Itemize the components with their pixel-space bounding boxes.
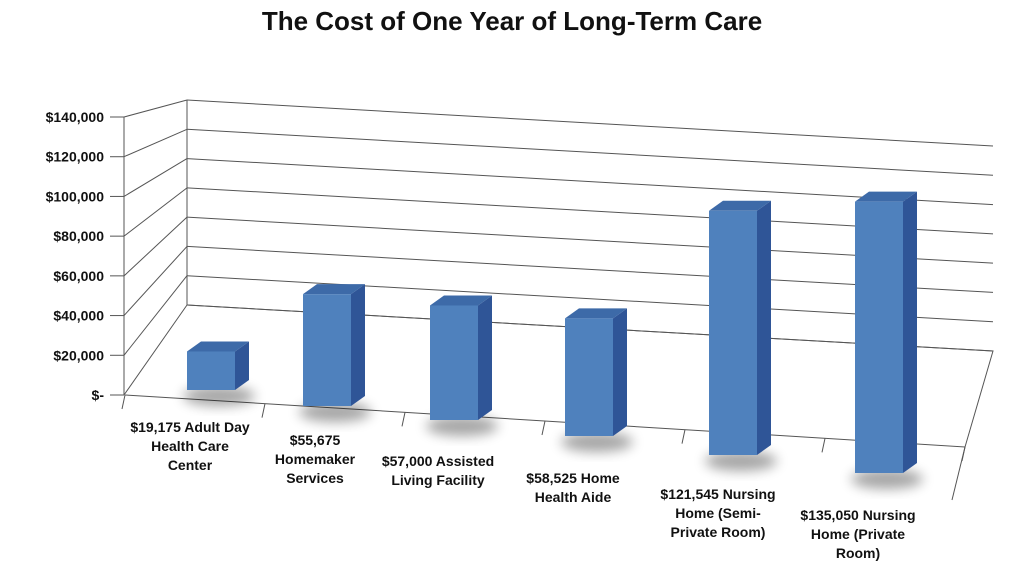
y-tick-label: $60,000 [53,268,104,284]
bar-front [430,305,478,420]
bar-side [478,295,492,420]
x-tick-mark [681,429,686,444]
bar [303,284,365,406]
y-tick-label: $120,000 [46,149,105,165]
x-category-label: $58,525 Home Health Aide [526,470,620,505]
bar-side [235,341,249,390]
x-category-label: $57,000 Assisted Living Facility [382,453,494,488]
bar [709,200,771,455]
x-category-label: $19,175 Adult Day Health Care Center [130,419,250,473]
bar-side [613,308,627,436]
chart-title: The Cost of One Year of Long-Term Care [261,6,763,36]
y-tick-label: $- [92,387,105,403]
gridline-side [123,275,188,356]
gridline-side [123,216,188,277]
bar [855,191,917,473]
bar-top [855,191,917,202]
gridline-side [123,187,188,237]
x-tick-mark [401,412,406,427]
gridline-side [123,99,188,118]
gridline-side [123,128,188,158]
x-category-label: $121,545 Nursing Home (Semi-Private Room) [660,486,775,540]
y-tick-label: $40,000 [53,308,104,324]
x-category-label: $55,675 Homemaker Services [275,432,356,486]
bar-top [303,284,365,295]
x-category-label: $135,050 Nursing Home (Private Room) [800,507,915,561]
bar-front [565,318,613,436]
bar-shadow [705,451,777,471]
bars [183,191,923,489]
y-tick-label: $100,000 [46,188,105,204]
gridline-back [186,128,994,176]
bar-front [709,210,757,455]
x-tick-mark [261,403,266,418]
x-tick-mark [541,420,546,436]
bar-front [187,351,235,390]
y-tick-label: $80,000 [53,228,104,244]
bar-shadow [183,386,255,406]
x-axis: $19,175 Adult Day Health Care Center $55,67… [130,419,915,561]
bar-top [709,200,771,211]
bar [430,295,492,420]
bar-top [565,308,627,319]
bar-shadow [426,416,498,436]
bar-shadow [561,432,633,452]
bar-side [351,284,365,406]
bar [187,341,249,390]
bar-side [757,200,771,455]
x-tick-mark [821,438,826,453]
bar-top [187,341,249,352]
gridline-side [123,304,188,396]
bar-side [903,191,917,473]
x-tick-mark [961,446,966,462]
gridline-side [123,158,188,197]
gridline-back [186,158,994,206]
bar-front [855,201,903,473]
gridline-back [186,99,994,147]
bar-shadow [299,402,371,422]
bar-front [303,294,351,406]
y-tick-label: $140,000 [46,109,105,125]
gridline-side [123,246,188,316]
y-tick-label: $20,000 [53,347,104,363]
bar-top [430,295,492,306]
bar-shadow [851,469,923,489]
y-axis: $- $20,000 $40,000 $60,000 $80,000 $100,000 $1… [46,109,124,403]
x-tick-mark [121,394,126,410]
bar [565,308,627,436]
